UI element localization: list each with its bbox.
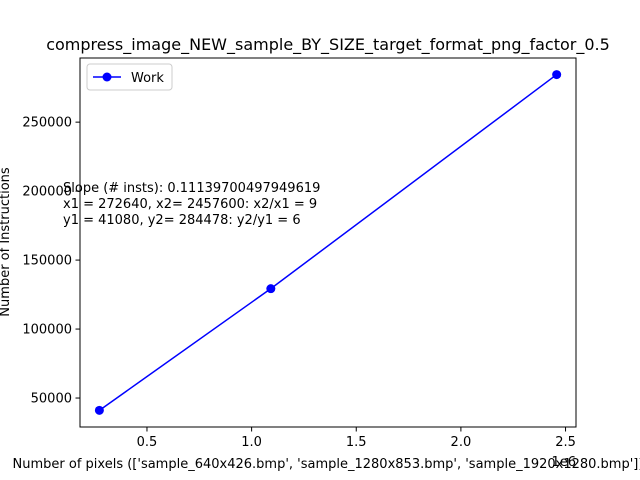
legend-label-work: Work: [131, 71, 164, 86]
x-tick-label: 0.5: [137, 435, 158, 450]
x-tick-label: 1.0: [241, 435, 262, 450]
x-tick-label: 2.5: [555, 435, 576, 450]
data-point: [552, 70, 562, 80]
y-tick-label: 50000: [31, 392, 72, 407]
x-tick-label: 1.5: [346, 435, 367, 450]
legend: Work: [86, 63, 173, 91]
x-axis-ticks: 0.5 1.0 1.5 2.0 2.5: [137, 427, 576, 450]
data-point: [266, 284, 276, 294]
series-layer: [94, 70, 562, 415]
legend-box: [86, 63, 173, 91]
y-tick-label: 250000: [22, 116, 72, 131]
annotation-text-block: Slope (# insts): 0.11139700497949619 x1 …: [63, 181, 320, 228]
annotation-slope: Slope (# insts): 0.11139700497949619: [63, 181, 320, 196]
data-point: [94, 405, 104, 415]
x-axis-offset-label: 1e6: [551, 455, 576, 470]
legend-marker-swatch: [102, 72, 112, 82]
annotation-y-ratio: y1 = 41080, y2= 284478: y2/y1 = 6: [63, 213, 301, 228]
y-axis-label: Number of Instructions: [0, 167, 13, 317]
chart-title: compress_image_NEW_sample_BY_SIZE_target…: [46, 35, 610, 55]
y-tick-label: 100000: [22, 323, 72, 338]
y-tick-label: 200000: [22, 185, 72, 200]
x-axis-label: Number of pixels (['sample_640x426.bmp',…: [13, 457, 640, 472]
x-tick-label: 2.0: [451, 435, 472, 450]
plot-frame: [79, 57, 577, 428]
y-tick-label: 150000: [22, 254, 72, 269]
annotation-x-ratio: x1 = 272640, x2= 2457600: x2/x1 = 9: [63, 197, 317, 212]
y-axis-ticks: 50000 100000 150000 200000 250000: [22, 116, 80, 407]
